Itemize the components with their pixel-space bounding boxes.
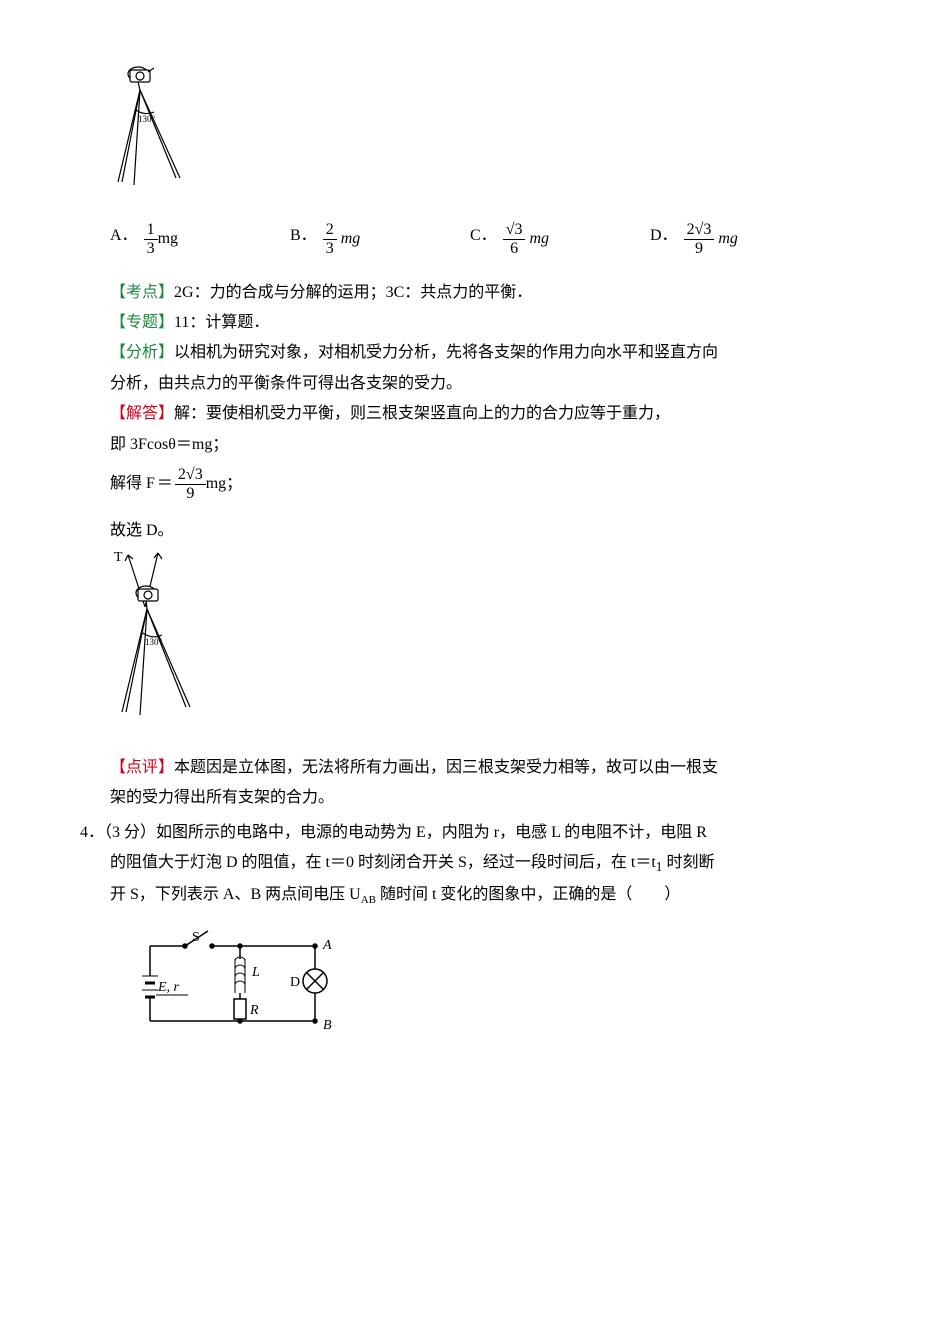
circuit-label-R: R [249, 1003, 259, 1018]
q4-text2b: 时刻断 [662, 854, 714, 871]
dianping-line1: 【点评】本题因是立体图，无法将所有力画出，因三根支架受力相等，故可以由一根支 [110, 753, 870, 783]
tripod-svg-1: 130° [110, 60, 200, 190]
q4-text3b: 随时间 t 变化的图象中，正确的是（ ） [376, 886, 680, 903]
angle-label-1: 130° [138, 114, 156, 124]
opt-d-suffix: mg [718, 224, 738, 254]
option-c: C． √3 6 mg [470, 221, 650, 257]
option-d: D． 2√3 9 mg [650, 221, 830, 257]
opt-d-den: 9 [684, 240, 715, 258]
circuit-label-S: S [192, 930, 200, 945]
opt-b-suffix: mg [341, 224, 361, 254]
jieda-line2: 即 3Fcosθ＝mg； [110, 430, 870, 460]
q4-line1: 4．（3 分）如图所示的电路中，电源的电动势为 E，内阻为 r，电感 L 的电阻… [80, 818, 870, 848]
opt-c-num: √3 [503, 221, 526, 240]
jieda-line3-den: 9 [175, 485, 206, 503]
angle-label-2: 130° [145, 637, 163, 647]
circuit-label-B: B [323, 1018, 332, 1033]
label-T: T [114, 550, 123, 565]
circuit-label-L: L [251, 965, 260, 980]
kaodian-tag: 【考点】 [110, 284, 174, 301]
kaodian-line: 【考点】2G：力的合成与分解的运用；3C：共点力的平衡． [110, 278, 870, 308]
jieda-text1: 解：要使相机受力平衡，则三根支架竖直向上的力的合力应等于重力， [174, 405, 670, 422]
fenxi-text2: 分析，由共点力的平衡条件可得出各支架的受力。 [110, 369, 870, 399]
circuit-label-D: D [290, 975, 300, 990]
q4-line2: 的阻值大于灯泡 D 的阻值，在 t＝0 时刻闭合开关 S，经过一段时间后，在 t… [80, 848, 870, 880]
zhuanti-tag: 【专题】 [110, 314, 174, 331]
dianping-tag: 【点评】 [110, 759, 174, 776]
option-d-label: D． [650, 221, 678, 251]
opt-c-suffix: mg [529, 224, 549, 254]
jieda-line3-eq: ＝ [157, 469, 173, 499]
option-b: B． 2 3 mg [290, 221, 470, 257]
fenxi-block: 【分析】以相机为研究对象，对相机受力分析，先将各支架的作用力向水平和竖直方向 [110, 338, 870, 368]
q4-text3a: 开 S，下列表示 A、B 两点间电压 U [110, 886, 361, 903]
jieda-line4: 故选 D。 [110, 516, 870, 546]
jieda-tag: 【解答】 [110, 405, 174, 422]
opt-d-num: 2√3 [684, 221, 715, 240]
option-b-label: B． [290, 221, 317, 251]
zhuanti-line: 【专题】11：计算题． [110, 308, 870, 338]
question-4: 4．（3 分）如图所示的电路中，电源的电动势为 E，内阻为 r，电感 L 的电阻… [80, 818, 870, 911]
option-a-label: A． [110, 221, 138, 251]
circuit-label-Er: E, r [157, 980, 180, 995]
opt-c-den: 6 [503, 240, 526, 258]
q4-text1: 如图所示的电路中，电源的电动势为 E，内阻为 r，电感 L 的电阻不计，电阻 R [156, 824, 707, 841]
opt-b-den: 3 [323, 240, 337, 258]
q4-number: 4．（3 分） [80, 824, 156, 841]
figure-tripod-2: T 130° [110, 547, 870, 733]
zhuanti-text: 11：计算题． [174, 314, 269, 331]
jieda-line3: 解得 F ＝ 2√3 9 mg； [110, 466, 870, 502]
jieda-line1: 【解答】解：要使相机受力平衡，则三根支架竖直向上的力的合力应等于重力， [110, 399, 870, 429]
opt-a-den: 3 [144, 240, 158, 258]
fenxi-tag: 【分析】 [110, 344, 174, 361]
circuit-label-A: A [322, 938, 332, 953]
opt-a-suffix: mg [158, 224, 178, 254]
opt-b-num: 2 [323, 221, 337, 240]
figure-tripod-1: 130° [110, 60, 870, 201]
dianping-text1: 本题因是立体图，无法将所有力画出，因三根支架受力相等，故可以由一根支 [174, 759, 718, 776]
fenxi-text1: 以相机为研究对象，对相机受力分析，先将各支架的作用力向水平和竖直方向 [174, 344, 718, 361]
option-a: A． 1 3 mg [110, 221, 290, 257]
jieda-line3-prefix: 解得 F [110, 469, 155, 499]
jieda-line3-suffix: mg； [206, 469, 242, 499]
jieda-line3-num: 2√3 [175, 466, 206, 485]
dianping-text2: 架的受力得出所有支架的合力。 [110, 783, 870, 813]
kaodian-text: 2G：力的合成与分解的运用；3C：共点力的平衡． [174, 284, 532, 301]
opt-a-num: 1 [144, 221, 158, 240]
q4-line3: 开 S，下列表示 A、B 两点间电压 UAB 随时间 t 变化的图象中，正确的是… [80, 880, 870, 911]
tripod-svg-2: T 130° [110, 547, 210, 722]
circuit-figure: S L D A B E, r R [130, 921, 870, 1057]
q4-text2a: 的阻值大于灯泡 D 的阻值，在 t＝0 时刻闭合开关 S，经过一段时间后，在 t… [110, 854, 656, 871]
option-c-label: C． [470, 221, 497, 251]
options-row: A． 1 3 mg B． 2 3 mg C． √3 6 mg D． [110, 221, 870, 257]
q4-text3-sub: AB [361, 894, 376, 906]
circuit-svg: S L D A B E, r R [130, 921, 340, 1046]
